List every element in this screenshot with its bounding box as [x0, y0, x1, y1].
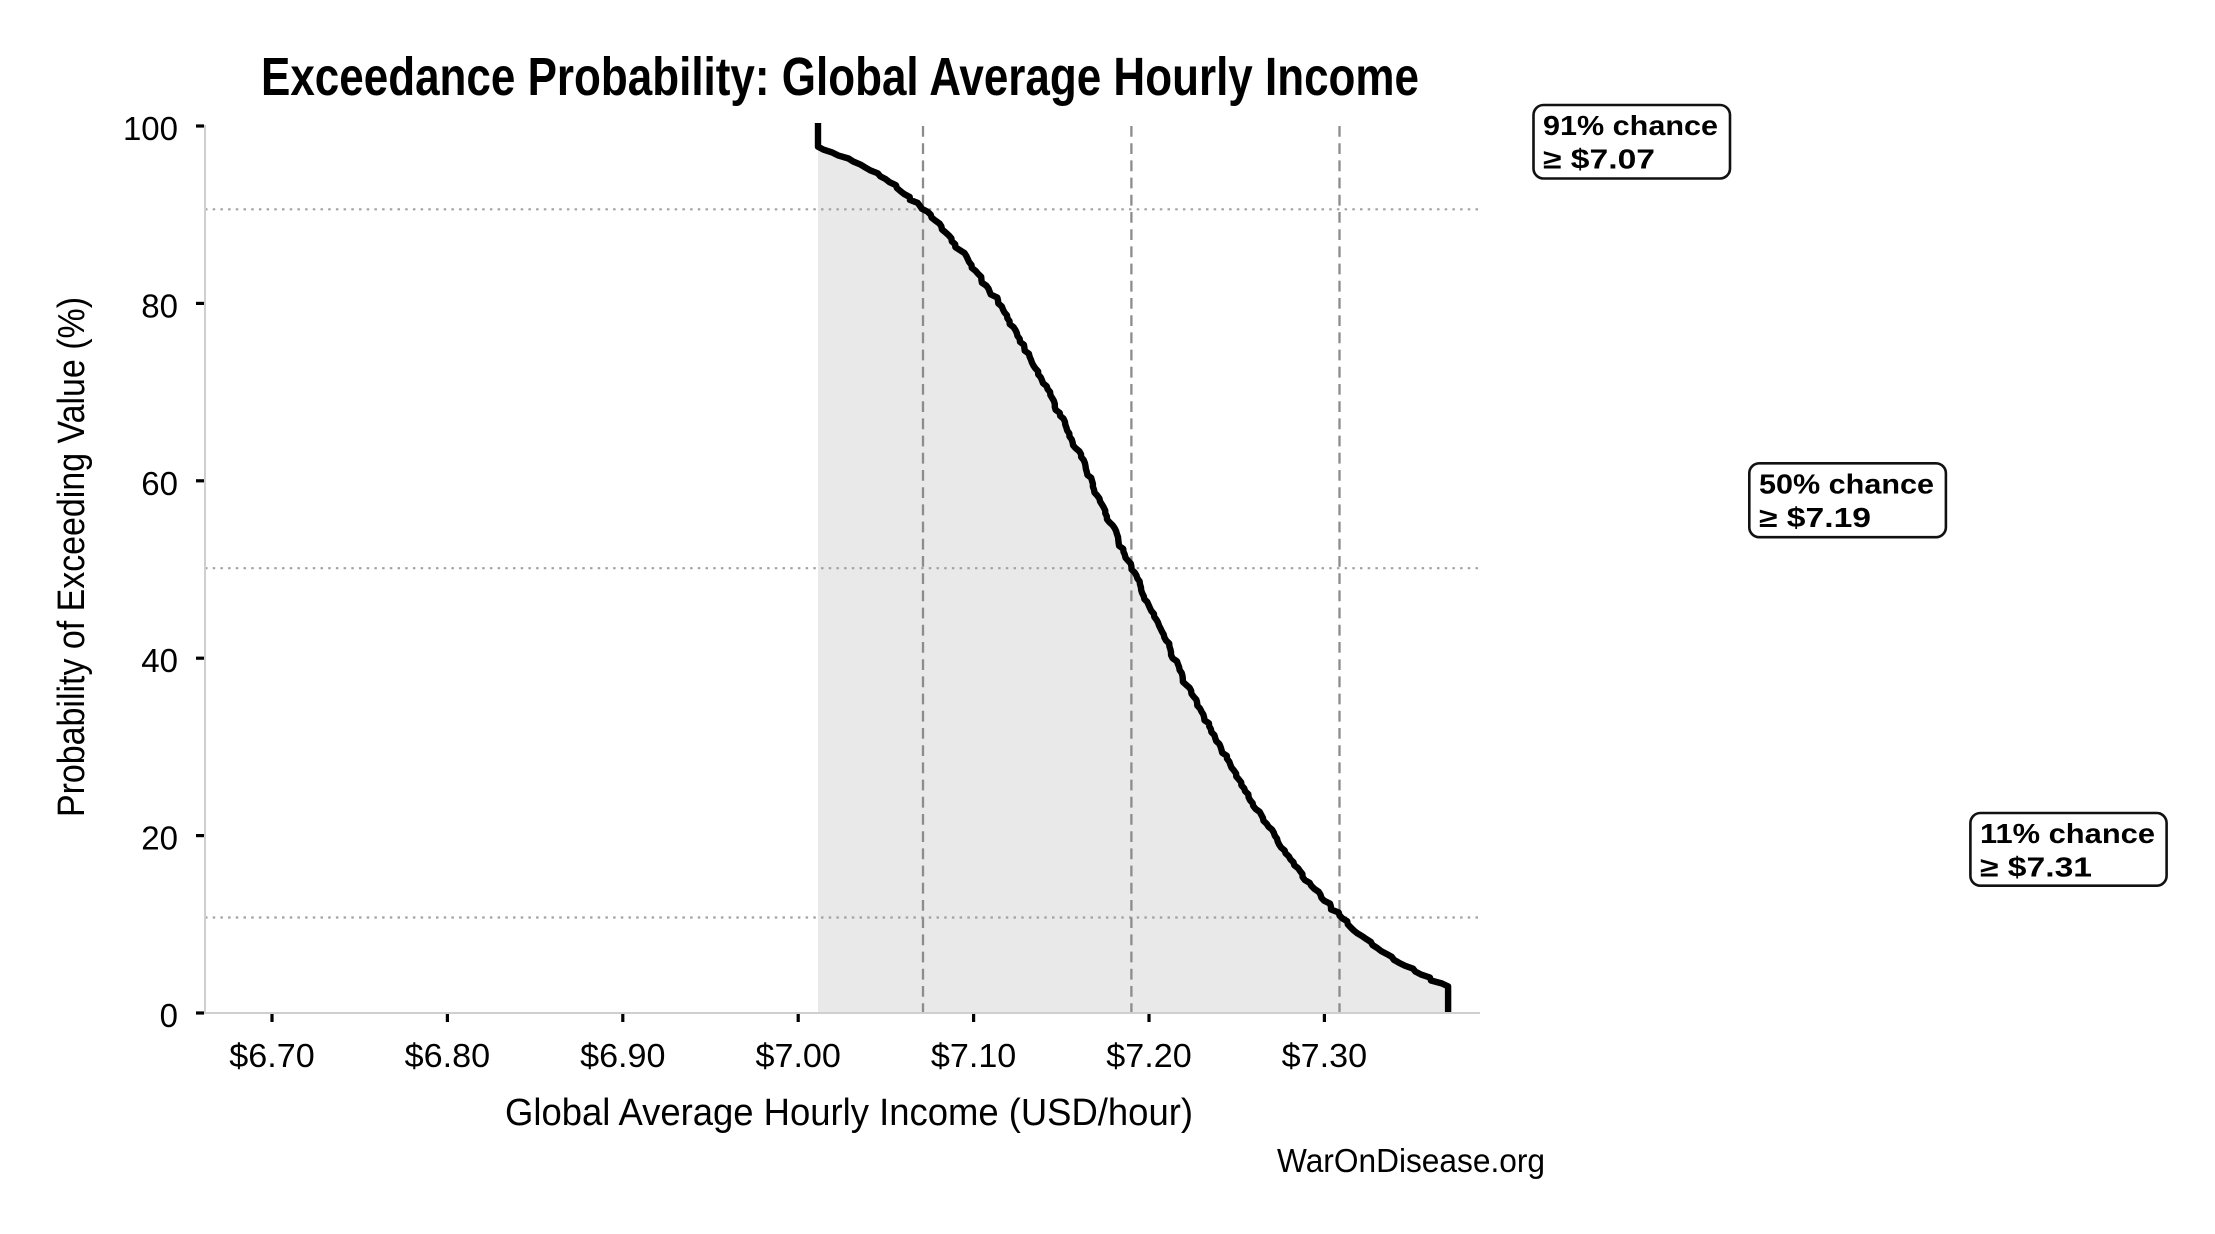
svg-text:$7.10: $7.10 [931, 1037, 1016, 1074]
svg-text:80: 80 [141, 287, 178, 324]
svg-text:$6.80: $6.80 [405, 1037, 490, 1074]
svg-text:40: 40 [141, 642, 178, 679]
svg-text:WarOnDisease.org: WarOnDisease.org [1277, 1142, 1545, 1179]
svg-text:Probability of Exceeding Value: Probability of Exceeding Value (%) [51, 297, 93, 817]
svg-text:≥ $7.19: ≥ $7.19 [1759, 502, 1871, 533]
svg-text:0: 0 [160, 997, 178, 1034]
svg-text:Global Average Hourly Income (: Global Average Hourly Income (USD/hour) [505, 1092, 1193, 1134]
svg-text:Exceedance Probability: Global: Exceedance Probability: Global Average H… [261, 47, 1419, 107]
svg-text:100: 100 [123, 110, 178, 147]
svg-text:91% chance: 91% chance [1543, 110, 1718, 141]
svg-text:20: 20 [141, 820, 178, 857]
svg-text:$6.70: $6.70 [229, 1037, 314, 1074]
svg-text:50% chance: 50% chance [1759, 469, 1934, 500]
svg-text:$6.90: $6.90 [580, 1037, 665, 1074]
svg-text:11% chance: 11% chance [1980, 818, 2155, 849]
svg-text:$7.20: $7.20 [1106, 1037, 1191, 1074]
svg-text:$7.00: $7.00 [756, 1037, 841, 1074]
svg-text:≥ $7.07: ≥ $7.07 [1543, 144, 1655, 175]
svg-text:60: 60 [141, 465, 178, 502]
svg-text:$7.30: $7.30 [1282, 1037, 1367, 1074]
svg-text:≥ $7.31: ≥ $7.31 [1980, 852, 2092, 883]
